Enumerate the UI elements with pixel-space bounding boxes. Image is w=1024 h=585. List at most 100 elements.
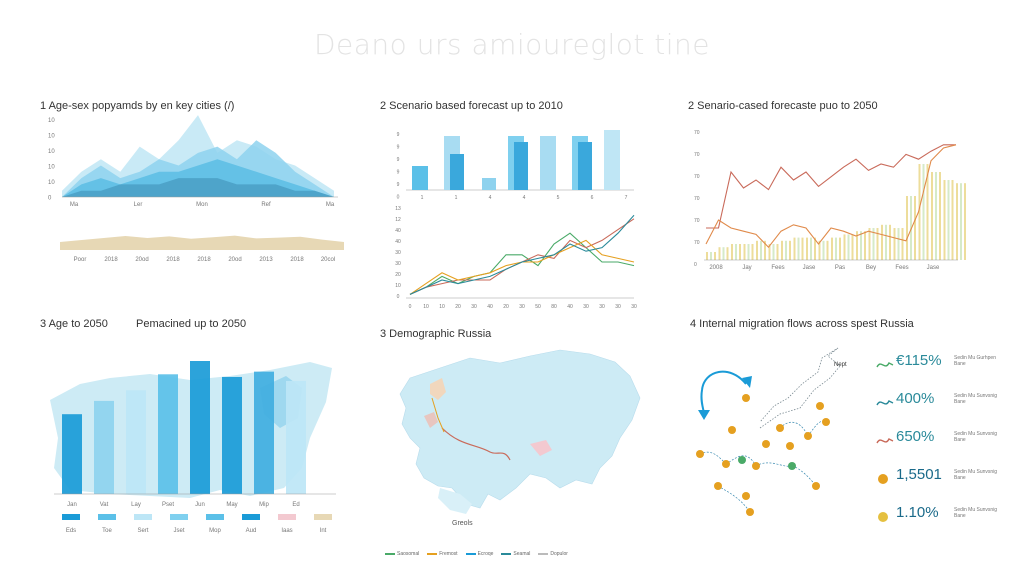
- x-tick-label: 20od: [228, 257, 241, 263]
- region-outline: [759, 347, 841, 429]
- x-tick-label: 10: [423, 304, 429, 310]
- x-tick-label: 1: [455, 195, 458, 201]
- bar: [785, 240, 787, 260]
- y-tick-label: 9: [397, 145, 400, 151]
- y-tick-label: 40: [395, 228, 401, 234]
- bar: [901, 228, 904, 260]
- migration-route: [441, 427, 511, 461]
- y-tick-label: 9: [397, 132, 400, 138]
- trend-wave-icon: [876, 400, 894, 406]
- bar: [254, 371, 274, 494]
- bar: [756, 240, 758, 260]
- x-tick-label: Mon: [196, 202, 208, 208]
- panel-title: 2 Senario-cased forecaste puo to 2050: [688, 100, 878, 112]
- y-tick-label: 70: [694, 218, 700, 224]
- legend-label: Aud: [246, 528, 257, 534]
- bar: [760, 240, 762, 260]
- x-tick-label: 30: [631, 304, 637, 310]
- legend-item: Ecroqe: [465, 551, 493, 557]
- city-dot: [786, 442, 794, 450]
- bar: [776, 244, 779, 260]
- bar: [62, 414, 82, 494]
- line-series: [409, 218, 635, 295]
- x-tick-label: Vat: [100, 502, 109, 508]
- bar: [514, 142, 528, 190]
- stat-note: Sedin Mu Sunvsnig Bane: [954, 469, 998, 481]
- legend-swatch: [385, 552, 395, 555]
- line-series: [409, 214, 635, 295]
- y-tick-label: 13: [395, 206, 401, 212]
- map-caption: Greols: [452, 520, 473, 527]
- y-tick-label: 10: [48, 165, 55, 171]
- legend-item: Seamal: [501, 551, 530, 557]
- bar: [814, 237, 816, 260]
- stat-value: €115%: [896, 352, 942, 369]
- x-tick-label: 30: [583, 304, 589, 310]
- x-tick-label: 2018: [197, 257, 211, 263]
- bar: [872, 228, 875, 260]
- y-tick-label: 70: [694, 152, 700, 158]
- y-tick-label: 0: [397, 195, 400, 201]
- flow-line: [807, 420, 827, 437]
- stat-value: 1.10%: [896, 504, 939, 521]
- flow-line: [699, 451, 727, 465]
- city-dot: [714, 482, 722, 490]
- bar: [914, 196, 916, 260]
- legend-swatch: [98, 514, 116, 520]
- legend-swatch: [242, 514, 260, 520]
- legend-swatch: [278, 514, 296, 520]
- trend-wave-icon: [876, 362, 894, 368]
- legend-label: Int: [320, 528, 327, 534]
- panel-title: 1 Age-sex popyamds by en key cities (/): [40, 100, 235, 112]
- y-tick-label: 30: [395, 250, 401, 256]
- city-dot: [812, 482, 820, 490]
- x-tick-label: 40: [487, 304, 493, 310]
- stat-note: Sedin Mu Sunvsnig Bane: [954, 431, 998, 443]
- x-tick-label: Lay: [131, 502, 141, 508]
- bar: [831, 237, 833, 260]
- bar: [951, 180, 954, 260]
- bar: [747, 244, 750, 260]
- arrowhead-icon: [742, 376, 752, 388]
- y-tick-label: 70: [694, 174, 700, 180]
- x-tick-label: 30: [519, 304, 525, 310]
- stat-value: 1,5501: [896, 466, 942, 483]
- x-tick-label: Bey: [866, 265, 876, 271]
- y-tick-label: 10: [48, 118, 55, 124]
- legend-label: Toe: [102, 528, 112, 534]
- bar: [881, 224, 883, 260]
- bar: [94, 400, 114, 494]
- y-tick-label: 70: [694, 196, 700, 202]
- x-tick-label: 30: [615, 304, 621, 310]
- bar: [889, 224, 891, 260]
- y-tick-label: 70: [694, 240, 700, 246]
- panel-title: 3 Age to 2050: [40, 318, 108, 330]
- stat-note: Sedin Mu Sunvsnig Bane: [954, 393, 998, 405]
- bar: [897, 228, 900, 260]
- trend-wave-icon: [876, 438, 894, 444]
- x-tick-label: Jun: [195, 502, 205, 508]
- legend-swatch: [538, 552, 549, 555]
- panel-subtitle: Pemacined up to 2050: [136, 318, 247, 330]
- x-tick-label: 2008: [709, 265, 723, 271]
- bar: [706, 252, 708, 260]
- legend-swatch: [501, 552, 512, 555]
- flow-line: [755, 462, 793, 467]
- wave-glyph: [876, 438, 894, 444]
- age-2050-bar-chart: Jan Vat Lay Pset Jun May Mip Ed Eds Toe Sert Jset Mo…: [50, 361, 336, 534]
- x-tick-label: Jan: [67, 502, 77, 508]
- bar: [793, 237, 796, 260]
- legend-item: Saosomal: [385, 551, 419, 557]
- x-tick-label: Ler: [134, 202, 143, 208]
- dot-icon: [878, 512, 888, 522]
- bar: [751, 244, 754, 260]
- x-tick-label: Ed: [292, 502, 299, 508]
- city-dot: [728, 426, 736, 434]
- y-tick-label: 9: [397, 170, 400, 176]
- y-tick-label: 9: [397, 182, 400, 188]
- x-tick-label: Jase: [803, 265, 816, 271]
- bar: [578, 142, 592, 190]
- bar: [856, 231, 858, 260]
- x-tick-label: Pas: [835, 265, 845, 271]
- x-tick-label: 10: [439, 304, 445, 310]
